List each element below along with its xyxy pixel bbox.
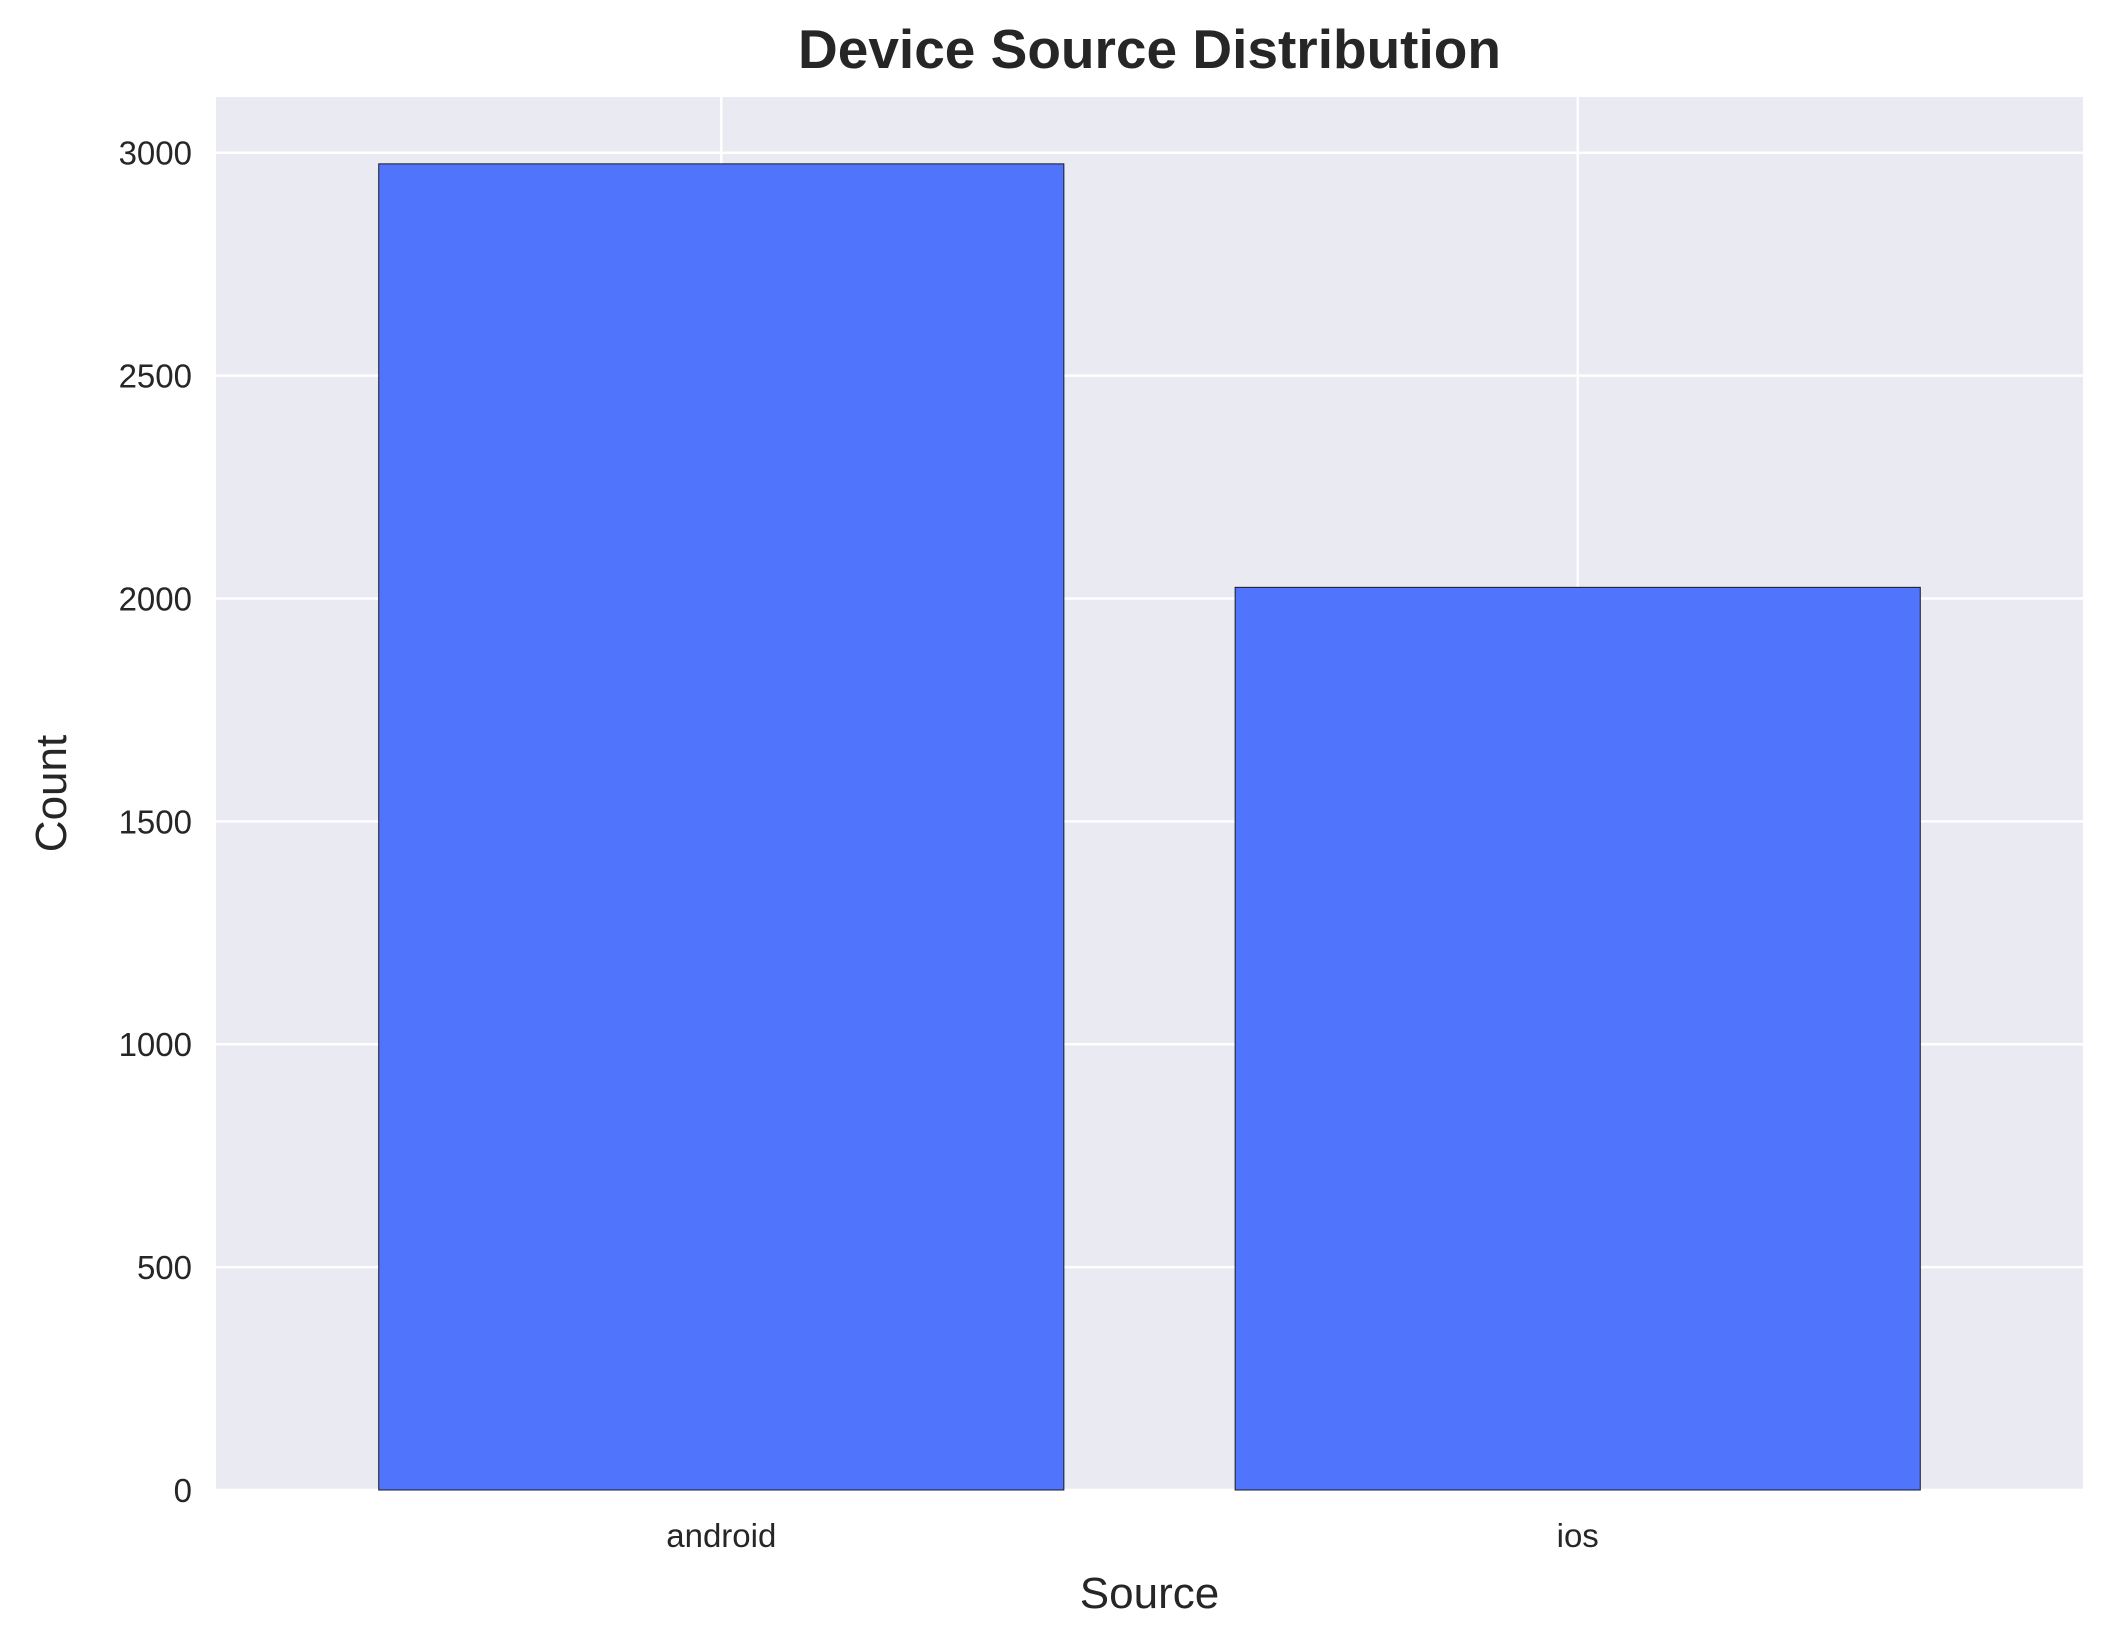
y-tick-label-2: 1000 [119,1026,192,1063]
y-tick-label-0: 0 [174,1472,192,1509]
y-tick-label-1: 500 [137,1249,192,1286]
bar-android [378,163,1065,1491]
y-tick-label-6: 3000 [119,135,192,172]
y-axis-label: Count [27,735,76,852]
x-tick-label-1: ios [1557,1517,1599,1554]
y-tick-label-5: 2500 [119,358,192,395]
tick-labels: 0 500 1000 1500 2000 2500 3000 android ios [119,135,1599,1554]
chart-title: Device Source Distribution [798,18,1501,80]
bars [378,163,1921,1491]
x-tick-label-0: android [666,1517,776,1554]
y-tick-label-4: 2000 [119,580,192,617]
bar-ios [1234,586,1921,1491]
x-axis-label: Source [1080,1569,1219,1618]
y-tick-label-3: 1500 [119,803,192,840]
